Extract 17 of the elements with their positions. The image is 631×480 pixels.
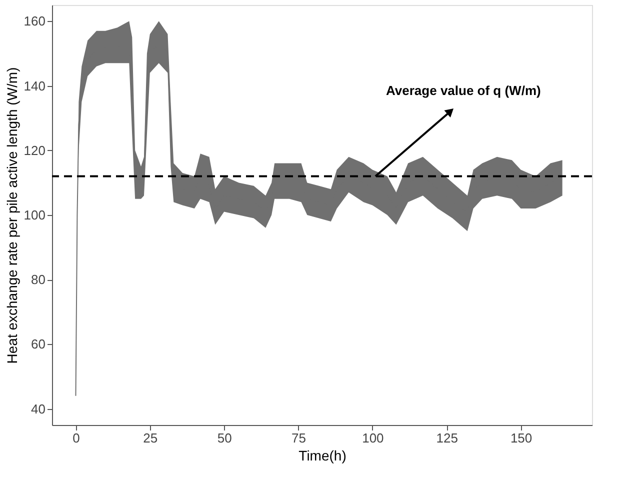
x-tick-label: 50 [217, 430, 232, 446]
x-tick-label: 100 [362, 430, 384, 446]
x-tick-label: 25 [143, 430, 158, 446]
y-tick-label: 80 [31, 272, 46, 288]
y-tick-label: 100 [24, 208, 46, 222]
x-tick-label: 75 [292, 430, 306, 446]
x-tick-label: 0 [72, 430, 80, 446]
y-tick-label: 60 [31, 336, 46, 352]
y-tick-label: 140 [24, 78, 46, 94]
x-tick-label: 150 [510, 430, 532, 446]
y-tick-label: 120 [24, 142, 46, 158]
x-tick-label: 125 [436, 430, 458, 446]
y-tick-label: 40 [31, 401, 46, 416]
y-axis-title: Heat exchange rate per pile active length (W/m) [4, 67, 20, 364]
y-tick-label: 160 [24, 14, 46, 29]
x-axis-title: Time(h) [298, 448, 346, 464]
annotation: Average value of q (W/m) [386, 83, 541, 98]
